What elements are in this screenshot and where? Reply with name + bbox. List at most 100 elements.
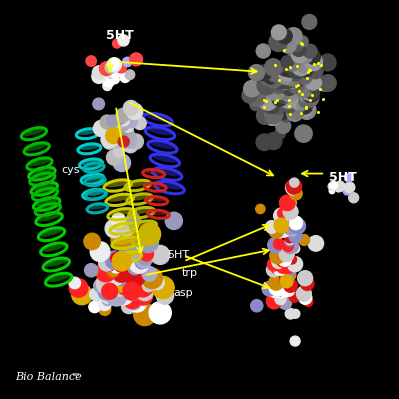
Circle shape [96, 262, 116, 282]
Circle shape [298, 271, 312, 286]
Circle shape [284, 222, 296, 235]
Circle shape [69, 277, 81, 289]
Circle shape [107, 115, 119, 127]
Circle shape [111, 230, 131, 250]
Ellipse shape [33, 183, 55, 191]
Circle shape [288, 255, 296, 264]
Circle shape [262, 95, 280, 113]
Circle shape [123, 282, 140, 300]
Circle shape [275, 294, 286, 304]
Circle shape [113, 154, 130, 172]
Circle shape [123, 101, 138, 115]
Circle shape [124, 291, 141, 309]
Circle shape [279, 249, 289, 260]
Circle shape [292, 47, 307, 63]
Circle shape [275, 215, 288, 229]
Circle shape [280, 275, 293, 288]
Circle shape [85, 264, 98, 277]
Circle shape [93, 98, 105, 110]
Circle shape [290, 222, 299, 231]
Circle shape [122, 128, 134, 139]
Circle shape [273, 239, 284, 249]
Circle shape [286, 180, 300, 195]
Circle shape [103, 258, 116, 271]
Circle shape [296, 286, 311, 301]
Circle shape [301, 84, 320, 103]
Circle shape [113, 146, 124, 157]
Circle shape [284, 286, 294, 296]
Circle shape [285, 62, 296, 73]
Circle shape [251, 300, 263, 312]
Circle shape [130, 53, 142, 66]
Circle shape [102, 283, 118, 299]
Circle shape [282, 81, 295, 95]
Circle shape [110, 261, 122, 273]
Circle shape [150, 276, 164, 290]
Circle shape [122, 299, 136, 314]
Circle shape [278, 62, 292, 76]
Circle shape [282, 268, 296, 282]
Circle shape [330, 182, 338, 189]
Circle shape [99, 255, 115, 271]
Circle shape [86, 56, 97, 66]
Circle shape [136, 253, 151, 268]
Circle shape [142, 267, 157, 281]
Circle shape [118, 136, 129, 147]
Circle shape [286, 73, 296, 83]
Circle shape [265, 59, 282, 76]
Circle shape [156, 287, 174, 304]
Circle shape [242, 88, 257, 103]
Circle shape [114, 118, 124, 128]
Circle shape [119, 116, 129, 126]
Circle shape [275, 289, 285, 299]
Circle shape [111, 252, 124, 265]
Circle shape [114, 68, 122, 77]
Text: cys: cys [62, 164, 80, 175]
Circle shape [93, 66, 106, 79]
Circle shape [111, 213, 126, 227]
Circle shape [298, 49, 312, 63]
Circle shape [285, 28, 302, 45]
Circle shape [90, 242, 110, 261]
Circle shape [116, 63, 126, 73]
Circle shape [106, 128, 122, 144]
Circle shape [93, 120, 110, 136]
Circle shape [109, 67, 119, 78]
Circle shape [302, 14, 317, 29]
Circle shape [108, 132, 121, 145]
Circle shape [284, 75, 298, 89]
Circle shape [276, 260, 290, 273]
Circle shape [298, 62, 313, 77]
Circle shape [272, 256, 280, 265]
Circle shape [100, 115, 114, 129]
Circle shape [117, 279, 133, 295]
Circle shape [278, 69, 293, 84]
Circle shape [291, 40, 303, 52]
Circle shape [295, 125, 312, 142]
Circle shape [98, 297, 111, 310]
Circle shape [276, 91, 292, 107]
Circle shape [262, 282, 277, 296]
Circle shape [273, 82, 284, 94]
Circle shape [344, 188, 350, 195]
Circle shape [289, 230, 302, 243]
Ellipse shape [38, 213, 60, 221]
Circle shape [119, 131, 136, 148]
Circle shape [127, 275, 138, 286]
Ellipse shape [148, 198, 166, 201]
Circle shape [284, 78, 296, 90]
Ellipse shape [43, 244, 65, 252]
Circle shape [286, 241, 299, 253]
Circle shape [319, 54, 336, 71]
Circle shape [284, 271, 295, 281]
Circle shape [123, 137, 138, 153]
Text: 5HT: 5HT [168, 250, 190, 261]
Circle shape [99, 304, 111, 315]
Circle shape [293, 98, 304, 109]
Ellipse shape [131, 208, 152, 214]
Circle shape [111, 75, 119, 83]
Circle shape [271, 265, 280, 273]
Circle shape [284, 266, 294, 277]
Circle shape [284, 54, 301, 71]
Ellipse shape [34, 189, 56, 197]
